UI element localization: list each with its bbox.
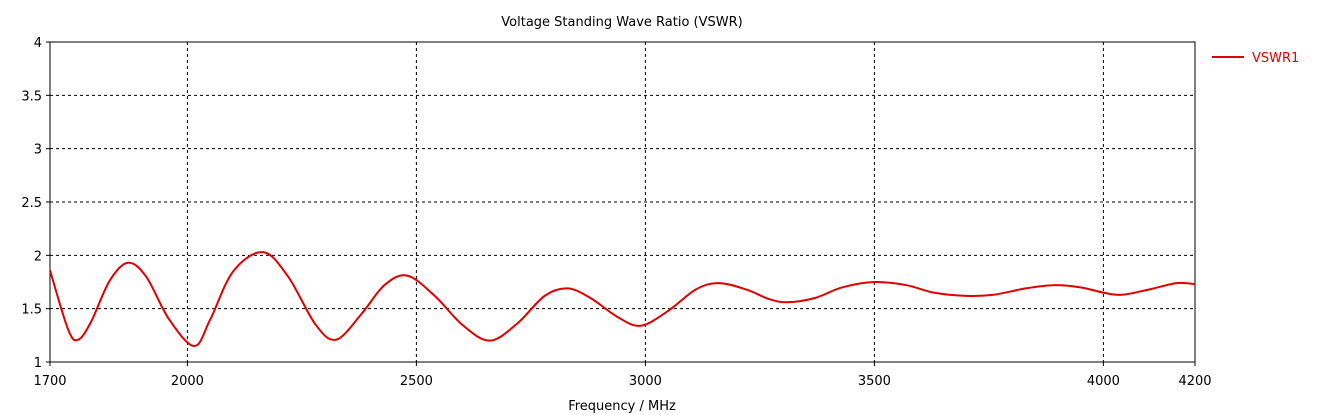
grid-lines bbox=[50, 42, 1195, 362]
y-tick-label: 1.5 bbox=[21, 303, 42, 318]
x-tick-label: 2000 bbox=[171, 374, 204, 389]
x-tick-label: 3500 bbox=[858, 374, 891, 389]
chart-title: Voltage Standing Wave Ratio (VSWR) bbox=[501, 15, 742, 30]
y-axis-ticks: 1 1.5 2 2.5 3 3.5 4 bbox=[21, 36, 50, 371]
legend-label-vswr1: VSWR1 bbox=[1252, 51, 1299, 66]
y-tick-label: 1 bbox=[34, 356, 42, 371]
series-line-vswr1 bbox=[49, 251, 1196, 348]
x-axis-ticks: 1700 2000 2500 3000 3500 4000 4200 bbox=[33, 362, 1212, 389]
y-tick-label: 2 bbox=[34, 249, 42, 264]
y-tick-label: 2.5 bbox=[21, 196, 42, 211]
x-tick-label: 2500 bbox=[400, 374, 433, 389]
x-tick-label: 3000 bbox=[629, 374, 662, 389]
y-tick-label: 3 bbox=[34, 143, 42, 158]
x-tick-label: 4200 bbox=[1178, 374, 1211, 389]
y-tick-label: 4 bbox=[34, 36, 42, 51]
legend: VSWR1 bbox=[1212, 51, 1299, 66]
y-tick-label: 3.5 bbox=[21, 89, 42, 104]
x-tick-label: 4000 bbox=[1087, 374, 1120, 389]
x-axis-label: Frequency / MHz bbox=[568, 399, 676, 414]
x-tick-label: 1700 bbox=[33, 374, 66, 389]
series-layer bbox=[49, 251, 1196, 348]
